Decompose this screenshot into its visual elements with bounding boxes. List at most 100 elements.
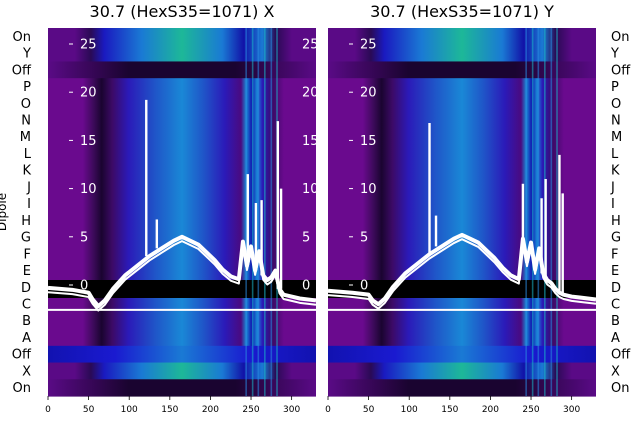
dipole-label: N	[21, 114, 31, 129]
heatmap-row	[328, 345, 596, 364]
heatmap-row	[48, 212, 316, 230]
heatmap-row	[328, 295, 596, 313]
x-tick-label: 300	[563, 405, 580, 415]
dipole-label: O	[21, 97, 31, 112]
heatmap-row	[48, 379, 316, 397]
inner-tick-label: 0	[80, 279, 88, 294]
heatmap-row	[328, 145, 596, 163]
heatmap-row	[328, 94, 596, 113]
heatmap-row	[48, 312, 316, 330]
heatmap-row	[48, 61, 316, 79]
inner-tick-label: 20	[360, 86, 377, 101]
dipole-label: K	[611, 164, 620, 179]
heatmap-row	[328, 28, 596, 46]
streak	[537, 28, 540, 396]
streak	[257, 28, 260, 396]
dipole-label: E	[611, 264, 619, 279]
streak	[525, 28, 527, 396]
dipole-label: On	[611, 30, 629, 45]
streak	[270, 28, 273, 396]
trace-line	[47, 234, 317, 309]
inner-tick-label: 10	[360, 182, 377, 197]
inner-tick-label: 20	[80, 86, 97, 101]
x-tick-label: 250	[242, 405, 259, 415]
inner-tick-label-right: 5	[302, 230, 310, 245]
heatmap-row	[48, 94, 316, 113]
dipole-label: M	[20, 130, 31, 145]
heatmap-row	[48, 262, 316, 280]
inner-tick-label: 0	[360, 279, 368, 294]
heatmap-row	[328, 362, 596, 380]
heatmap-row	[328, 44, 596, 63]
heatmap-row	[328, 195, 596, 213]
heatmap-row	[328, 312, 596, 330]
dipole-label: G	[611, 231, 621, 246]
x-tick-label: 200	[202, 405, 219, 415]
dipole-label: J	[610, 180, 615, 195]
inner-tick-label: 5	[360, 230, 368, 245]
heatmap-row	[48, 111, 316, 129]
dipole-label: L	[611, 147, 619, 162]
dipole-label: H	[611, 214, 621, 229]
heatmap-row	[328, 61, 596, 79]
dipole-label: P	[23, 80, 31, 95]
x-tick-label: 150	[441, 405, 458, 415]
inner-tick-label: 10	[80, 182, 97, 197]
dipole-label: E	[23, 264, 31, 279]
heatmap-row	[48, 145, 316, 163]
inner-tick-label-right: 15	[302, 134, 319, 149]
x-tick-label: 50	[83, 405, 95, 415]
heatmap-row	[48, 329, 316, 347]
inner-tick-label-right: 20	[302, 86, 319, 101]
heatmap-row	[328, 128, 596, 146]
heatmap-row	[48, 28, 316, 46]
streak	[550, 28, 553, 396]
panel-title: 30.7 (HexS35=1071) Y	[370, 2, 554, 21]
heatmap-row	[328, 111, 596, 129]
heatmap-row	[328, 329, 596, 347]
heatmap-row	[48, 128, 316, 146]
dipole-label: X	[22, 364, 31, 379]
dipole-label: Y	[22, 47, 31, 62]
dipole-label: A	[22, 331, 31, 346]
streak	[251, 28, 254, 396]
x-tick-label: 0	[325, 405, 331, 415]
inner-tick-label: 25	[360, 38, 377, 53]
dipole-label: L	[24, 147, 32, 162]
y-axis-label: Dipole	[0, 193, 9, 231]
dipole-label: B	[611, 314, 620, 329]
x-tick-label: 300	[283, 405, 300, 415]
dipole-label: Off	[12, 63, 32, 78]
dipole-label: C	[22, 298, 31, 313]
dipole-label: Off	[611, 63, 631, 78]
streak	[556, 28, 558, 396]
x-tick-label: 150	[161, 405, 178, 415]
dipole-label: G	[21, 231, 31, 246]
dipole-label: Y	[610, 47, 619, 62]
inner-tick-label-right: 0	[302, 279, 310, 294]
inner-tick-label-right: 25	[302, 38, 319, 53]
heatmap-row	[328, 262, 596, 280]
heatmap-row	[48, 245, 316, 263]
trace-line-secondary	[47, 240, 317, 312]
heatmap-row	[328, 78, 596, 96]
streak	[264, 28, 266, 396]
heatmap-row	[48, 362, 316, 380]
trace-line	[327, 232, 597, 307]
dipole-label: D	[21, 281, 31, 296]
x-tick-label: 250	[522, 405, 539, 415]
heatmap-row	[328, 178, 596, 196]
x-tick-label: 100	[401, 405, 418, 415]
dipole-label: J	[26, 180, 31, 195]
inner-tick-label: 15	[80, 134, 97, 149]
inner-tick-label: 15	[360, 134, 377, 149]
dipole-label: K	[22, 164, 31, 179]
x-tick-label: 50	[363, 405, 375, 415]
dipole-label: B	[22, 314, 31, 329]
x-tick-label: 200	[482, 405, 499, 415]
dipole-label: Off	[611, 348, 631, 363]
dipole-label: D	[611, 281, 621, 296]
heatmap-row	[48, 295, 316, 313]
dipole-label: Off	[12, 348, 32, 363]
heatmap-row	[48, 44, 316, 63]
